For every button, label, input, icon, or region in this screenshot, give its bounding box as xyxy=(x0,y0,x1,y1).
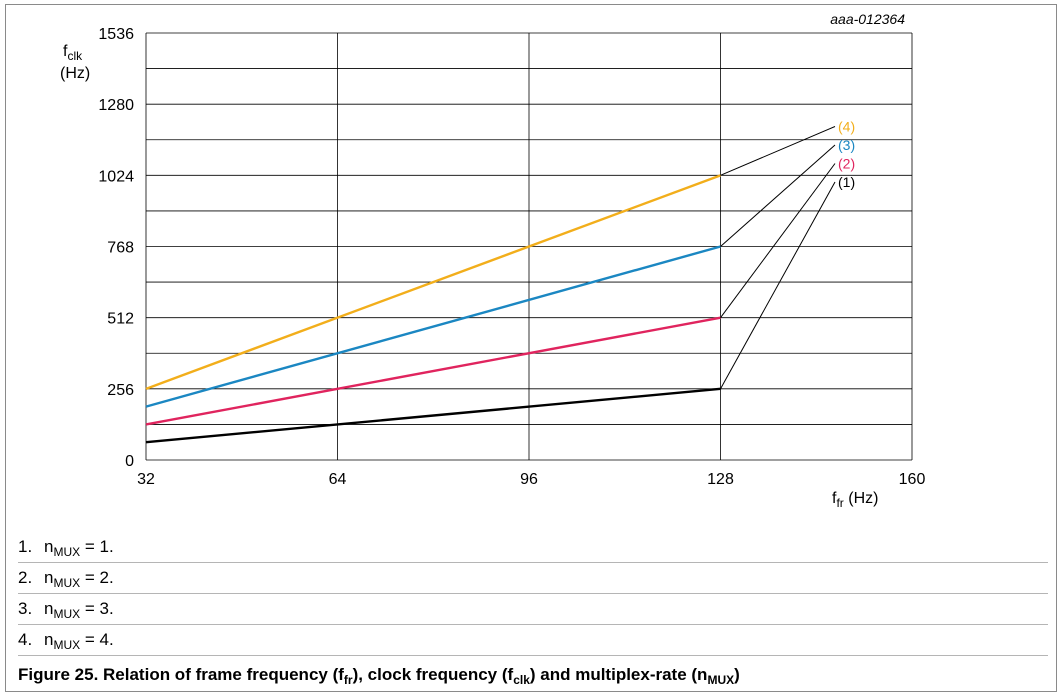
note-item: 3. nMUX = 3. xyxy=(18,594,1048,625)
series-line xyxy=(145,316,721,426)
tick-labels: 0 256 512 768 1024 1280 1536 32 64 96 128 160 xyxy=(98,26,925,488)
leader-line xyxy=(720,181,836,390)
note-item: 1. nMUX = 1. xyxy=(18,532,1048,563)
y-axis-label: fclk xyxy=(63,43,83,63)
series-label: (2) xyxy=(838,156,855,172)
grid xyxy=(145,32,913,461)
x-axis-label: ffr (Hz) xyxy=(832,490,878,510)
series-labels: (1) (2) (3) (4) xyxy=(720,119,855,390)
y-tick-label: 1024 xyxy=(98,168,134,185)
y-tick-label: 256 xyxy=(107,382,134,399)
figure-frame xyxy=(5,4,1057,692)
series-label: (1) xyxy=(838,174,855,190)
x-tick-label: 32 xyxy=(137,471,155,488)
y-tick-label: 1280 xyxy=(98,97,134,114)
series-lines xyxy=(145,174,721,444)
note-item: 4. nMUX = 4. xyxy=(18,625,1048,656)
note-item: 2. nMUX = 2. xyxy=(18,563,1048,594)
series-line xyxy=(145,387,721,444)
y-tick-label: 768 xyxy=(107,240,134,257)
x-tick-label: 96 xyxy=(520,471,538,488)
chart: 0 256 512 768 1024 1280 1536 32 64 96 128 160 (1) (2… xyxy=(60,11,925,510)
x-tick-label: 64 xyxy=(329,471,347,488)
notes-list: 1. nMUX = 1. 2. nMUX = 2. 3. nMUX = 3. 4. nM… xyxy=(18,532,1048,656)
figure-caption: Figure 25. Relation of frame frequency (… xyxy=(18,665,740,687)
y-tick-label: 512 xyxy=(107,311,134,328)
y-tick-label: 1536 xyxy=(98,26,134,43)
series-line xyxy=(145,245,721,408)
series-label: (3) xyxy=(838,137,855,153)
y-tick-label: 0 xyxy=(125,453,134,470)
x-tick-label: 160 xyxy=(899,471,926,488)
series-label: (4) xyxy=(838,119,855,135)
y-axis-unit: (Hz) xyxy=(60,65,90,82)
figure-id-label: aaa-012364 xyxy=(830,11,905,27)
leader-line xyxy=(720,126,836,176)
series-line xyxy=(145,174,721,390)
x-tick-label: 128 xyxy=(707,471,734,488)
leader-line xyxy=(720,163,836,318)
leader-line xyxy=(720,144,836,247)
